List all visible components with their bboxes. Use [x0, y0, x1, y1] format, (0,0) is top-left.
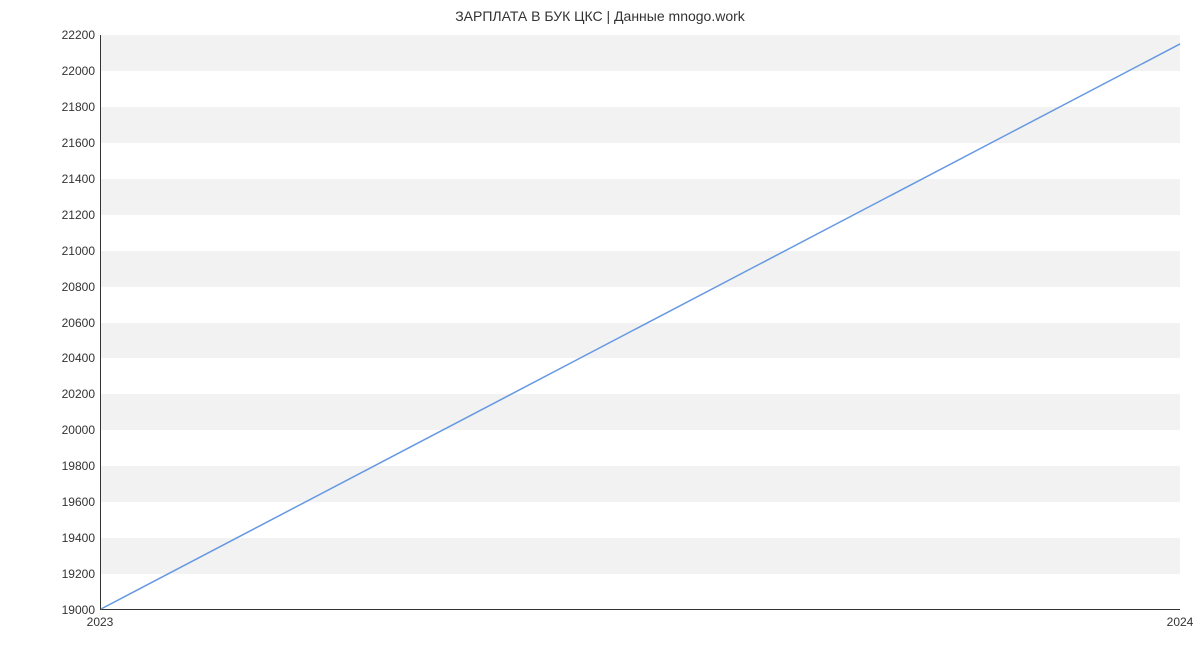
y-axis-tick-label: 20400: [62, 351, 95, 365]
salary-line-chart: ЗАРПЛАТА В БУК ЦКС | Данные mnogo.work 1…: [0, 0, 1200, 650]
y-axis-tick-label: 19600: [62, 495, 95, 509]
y-axis-tick-label: 19800: [62, 459, 95, 473]
y-axis-tick-label: 22000: [62, 64, 95, 78]
y-axis-tick-label: 21200: [62, 208, 95, 222]
y-axis-tick-label: 20000: [62, 423, 95, 437]
y-axis-tick-label: 21400: [62, 172, 95, 186]
y-axis-tick-label: 19200: [62, 567, 95, 581]
chart-title: ЗАРПЛАТА В БУК ЦКС | Данные mnogo.work: [0, 8, 1200, 24]
y-axis-tick-label: 19400: [62, 531, 95, 545]
line-layer: [101, 35, 1180, 609]
series-line-salary: [101, 44, 1180, 609]
x-axis-tick-label: 2023: [87, 615, 114, 629]
y-axis-tick-label: 20200: [62, 387, 95, 401]
y-axis-tick-label: 21600: [62, 136, 95, 150]
y-axis-tick-label: 22200: [62, 28, 95, 42]
y-axis-tick-label: 21000: [62, 244, 95, 258]
plot-area: [100, 35, 1180, 610]
y-axis-tick-label: 20800: [62, 280, 95, 294]
x-axis-tick-label: 2024: [1167, 615, 1194, 629]
y-axis-tick-label: 21800: [62, 100, 95, 114]
y-axis-tick-label: 20600: [62, 316, 95, 330]
